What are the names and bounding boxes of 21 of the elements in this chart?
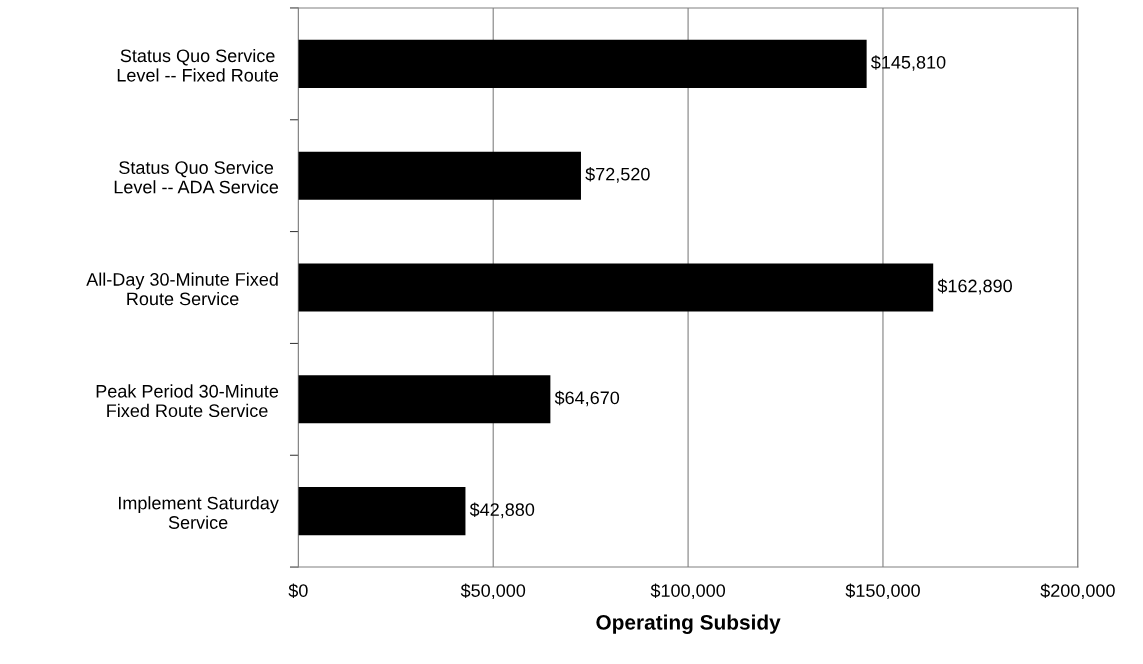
data-label: $72,520 xyxy=(585,167,650,183)
bar xyxy=(298,151,581,200)
data-label: $145,810 xyxy=(871,55,946,71)
y-tick-label: Status Quo Service Level -- Fixed Route xyxy=(117,48,279,82)
y-tick-label: Peak Period 30-Minute Fixed Route Service xyxy=(96,384,279,418)
y-tick-label: All-Day 30-Minute Fixed Route Service xyxy=(86,272,278,306)
x-tick-label: $200,000 xyxy=(1040,583,1115,600)
y-tick-label: Status Quo Service Level -- ADA Service xyxy=(114,160,279,194)
data-label: $64,670 xyxy=(554,390,620,407)
x-tick-label: $150,000 xyxy=(845,583,920,600)
bar xyxy=(298,263,934,312)
x-tick-label: $50,000 xyxy=(460,583,526,600)
y-tick-label: Implement Saturday Service xyxy=(118,496,279,529)
data-label: $162,890 xyxy=(937,278,1012,295)
x-axis-title: Operating Subsidy xyxy=(596,614,781,634)
data-label: $42,880 xyxy=(469,502,535,519)
x-tick-label: $100,000 xyxy=(650,583,726,600)
x-tick-label: $0 xyxy=(288,583,308,599)
bar xyxy=(298,487,466,536)
bar xyxy=(298,39,867,88)
bar xyxy=(298,375,551,424)
